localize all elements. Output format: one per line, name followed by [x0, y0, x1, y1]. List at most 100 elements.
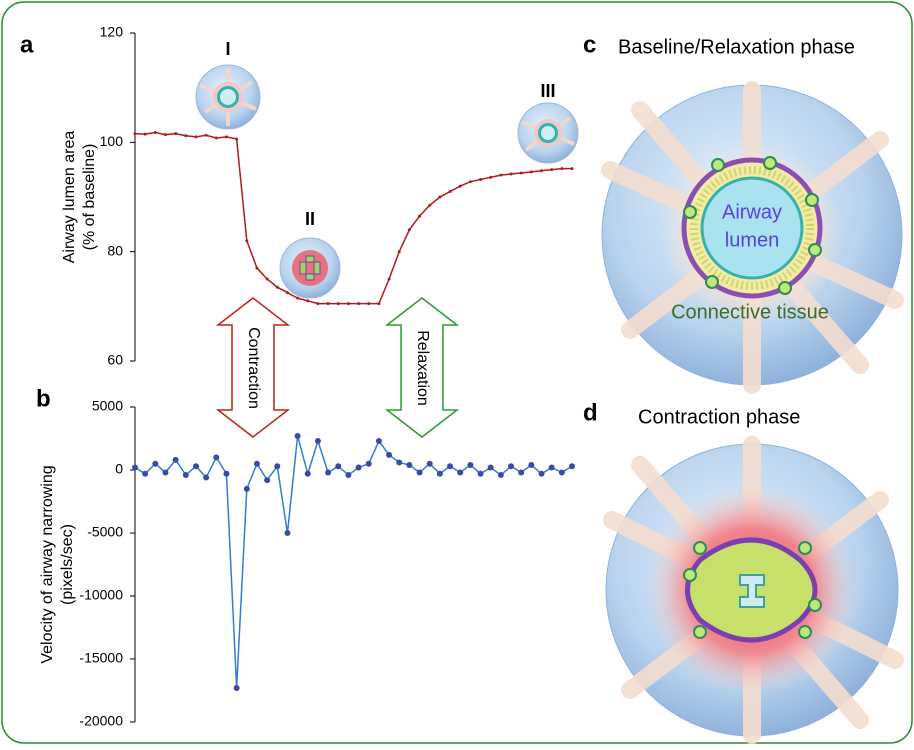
y-axis-label: (% of baseline)	[81, 144, 98, 251]
data-point	[215, 136, 218, 139]
data-point	[173, 457, 179, 463]
data-point	[428, 204, 431, 207]
data-point	[316, 302, 319, 305]
stage-label: II	[305, 209, 315, 229]
data-point	[234, 685, 240, 691]
data-point	[264, 477, 270, 483]
y-tick-label: 60	[107, 352, 123, 368]
y-tick-label: -5000	[87, 524, 123, 540]
data-point	[193, 463, 199, 469]
panel-label: a	[20, 31, 34, 58]
data-point	[386, 452, 392, 458]
data-point	[489, 176, 492, 179]
data-line	[135, 132, 572, 303]
data-point	[194, 135, 197, 138]
relaxed-airway-illustration: Airway lumen Connective tissue	[602, 85, 902, 385]
data-point	[235, 138, 238, 141]
data-point	[396, 459, 402, 465]
data-point	[254, 461, 260, 467]
data-point	[274, 463, 280, 469]
y-axis-label: (pixels/sec)	[59, 524, 76, 605]
data-point	[327, 302, 330, 305]
cell-illustration	[196, 65, 260, 129]
data-point	[367, 302, 370, 305]
data-point	[337, 302, 340, 305]
data-point	[508, 463, 514, 469]
data-line	[135, 436, 572, 688]
data-point	[213, 454, 219, 460]
data-point	[408, 228, 411, 231]
data-point	[406, 462, 412, 468]
data-point	[539, 471, 545, 477]
data-point	[550, 168, 553, 171]
figure: 6080100120Airway lumen area(% of baselin…	[0, 0, 914, 745]
tissue-label: Connective tissue	[671, 301, 829, 323]
data-point	[152, 461, 158, 467]
stage-label: III	[540, 81, 555, 101]
data-point	[488, 464, 494, 470]
data-point	[438, 196, 441, 199]
y-tick-label: -15000	[79, 650, 123, 666]
lumen-label: Airway	[722, 201, 782, 223]
data-point	[335, 463, 341, 469]
data-point	[469, 180, 472, 183]
data-point	[225, 135, 228, 138]
data-point	[356, 464, 362, 470]
data-point	[184, 134, 187, 137]
data-point	[144, 133, 147, 136]
data-point	[510, 173, 513, 176]
panel-label: b	[36, 385, 51, 412]
data-point	[286, 291, 289, 294]
y-tick-label: 100	[100, 133, 124, 149]
data-point	[459, 185, 462, 188]
data-point	[142, 471, 148, 477]
data-point	[295, 433, 301, 439]
data-point	[244, 486, 250, 492]
stage-label: I	[225, 39, 230, 59]
y-tick-label: -20000	[79, 713, 123, 729]
data-point	[347, 302, 350, 305]
panel-label: d	[583, 399, 598, 426]
data-point	[223, 471, 229, 477]
data-point	[457, 470, 463, 476]
data-point	[284, 530, 290, 536]
panel-title: Contraction phase	[638, 406, 800, 428]
data-point	[366, 461, 372, 467]
data-point	[528, 462, 534, 468]
data-point	[266, 278, 269, 281]
y-axis-label: Airway lumen area	[61, 131, 78, 264]
data-point	[174, 132, 177, 135]
data-point	[530, 170, 533, 173]
data-point	[417, 470, 423, 476]
data-point	[132, 464, 138, 470]
y-tick-label: -10000	[79, 587, 123, 603]
contracted-airway-illustration	[606, 444, 898, 736]
data-point	[559, 470, 565, 476]
data-point	[540, 169, 543, 172]
data-point	[183, 472, 189, 478]
data-point	[549, 464, 555, 470]
data-point	[203, 475, 209, 481]
data-point	[571, 167, 574, 170]
data-point	[398, 250, 401, 253]
arrow-label: Relaxation	[414, 330, 431, 406]
data-point	[418, 215, 421, 218]
data-point	[306, 299, 309, 302]
data-point	[388, 278, 391, 281]
data-point	[479, 178, 482, 181]
data-point	[276, 286, 279, 289]
data-point	[427, 461, 433, 467]
cell-illustration	[518, 103, 578, 163]
data-point	[377, 302, 380, 305]
data-point	[518, 470, 524, 476]
data-point	[315, 438, 321, 444]
page: {"chart_data": [ {"type": "line", "y_lab…	[0, 0, 914, 745]
arrow-label: Contraction	[245, 327, 262, 409]
data-point	[376, 438, 382, 444]
data-point	[325, 470, 331, 476]
data-point	[467, 462, 473, 468]
cell-illustration	[280, 238, 340, 298]
data-point	[164, 133, 167, 136]
data-point	[162, 470, 168, 476]
